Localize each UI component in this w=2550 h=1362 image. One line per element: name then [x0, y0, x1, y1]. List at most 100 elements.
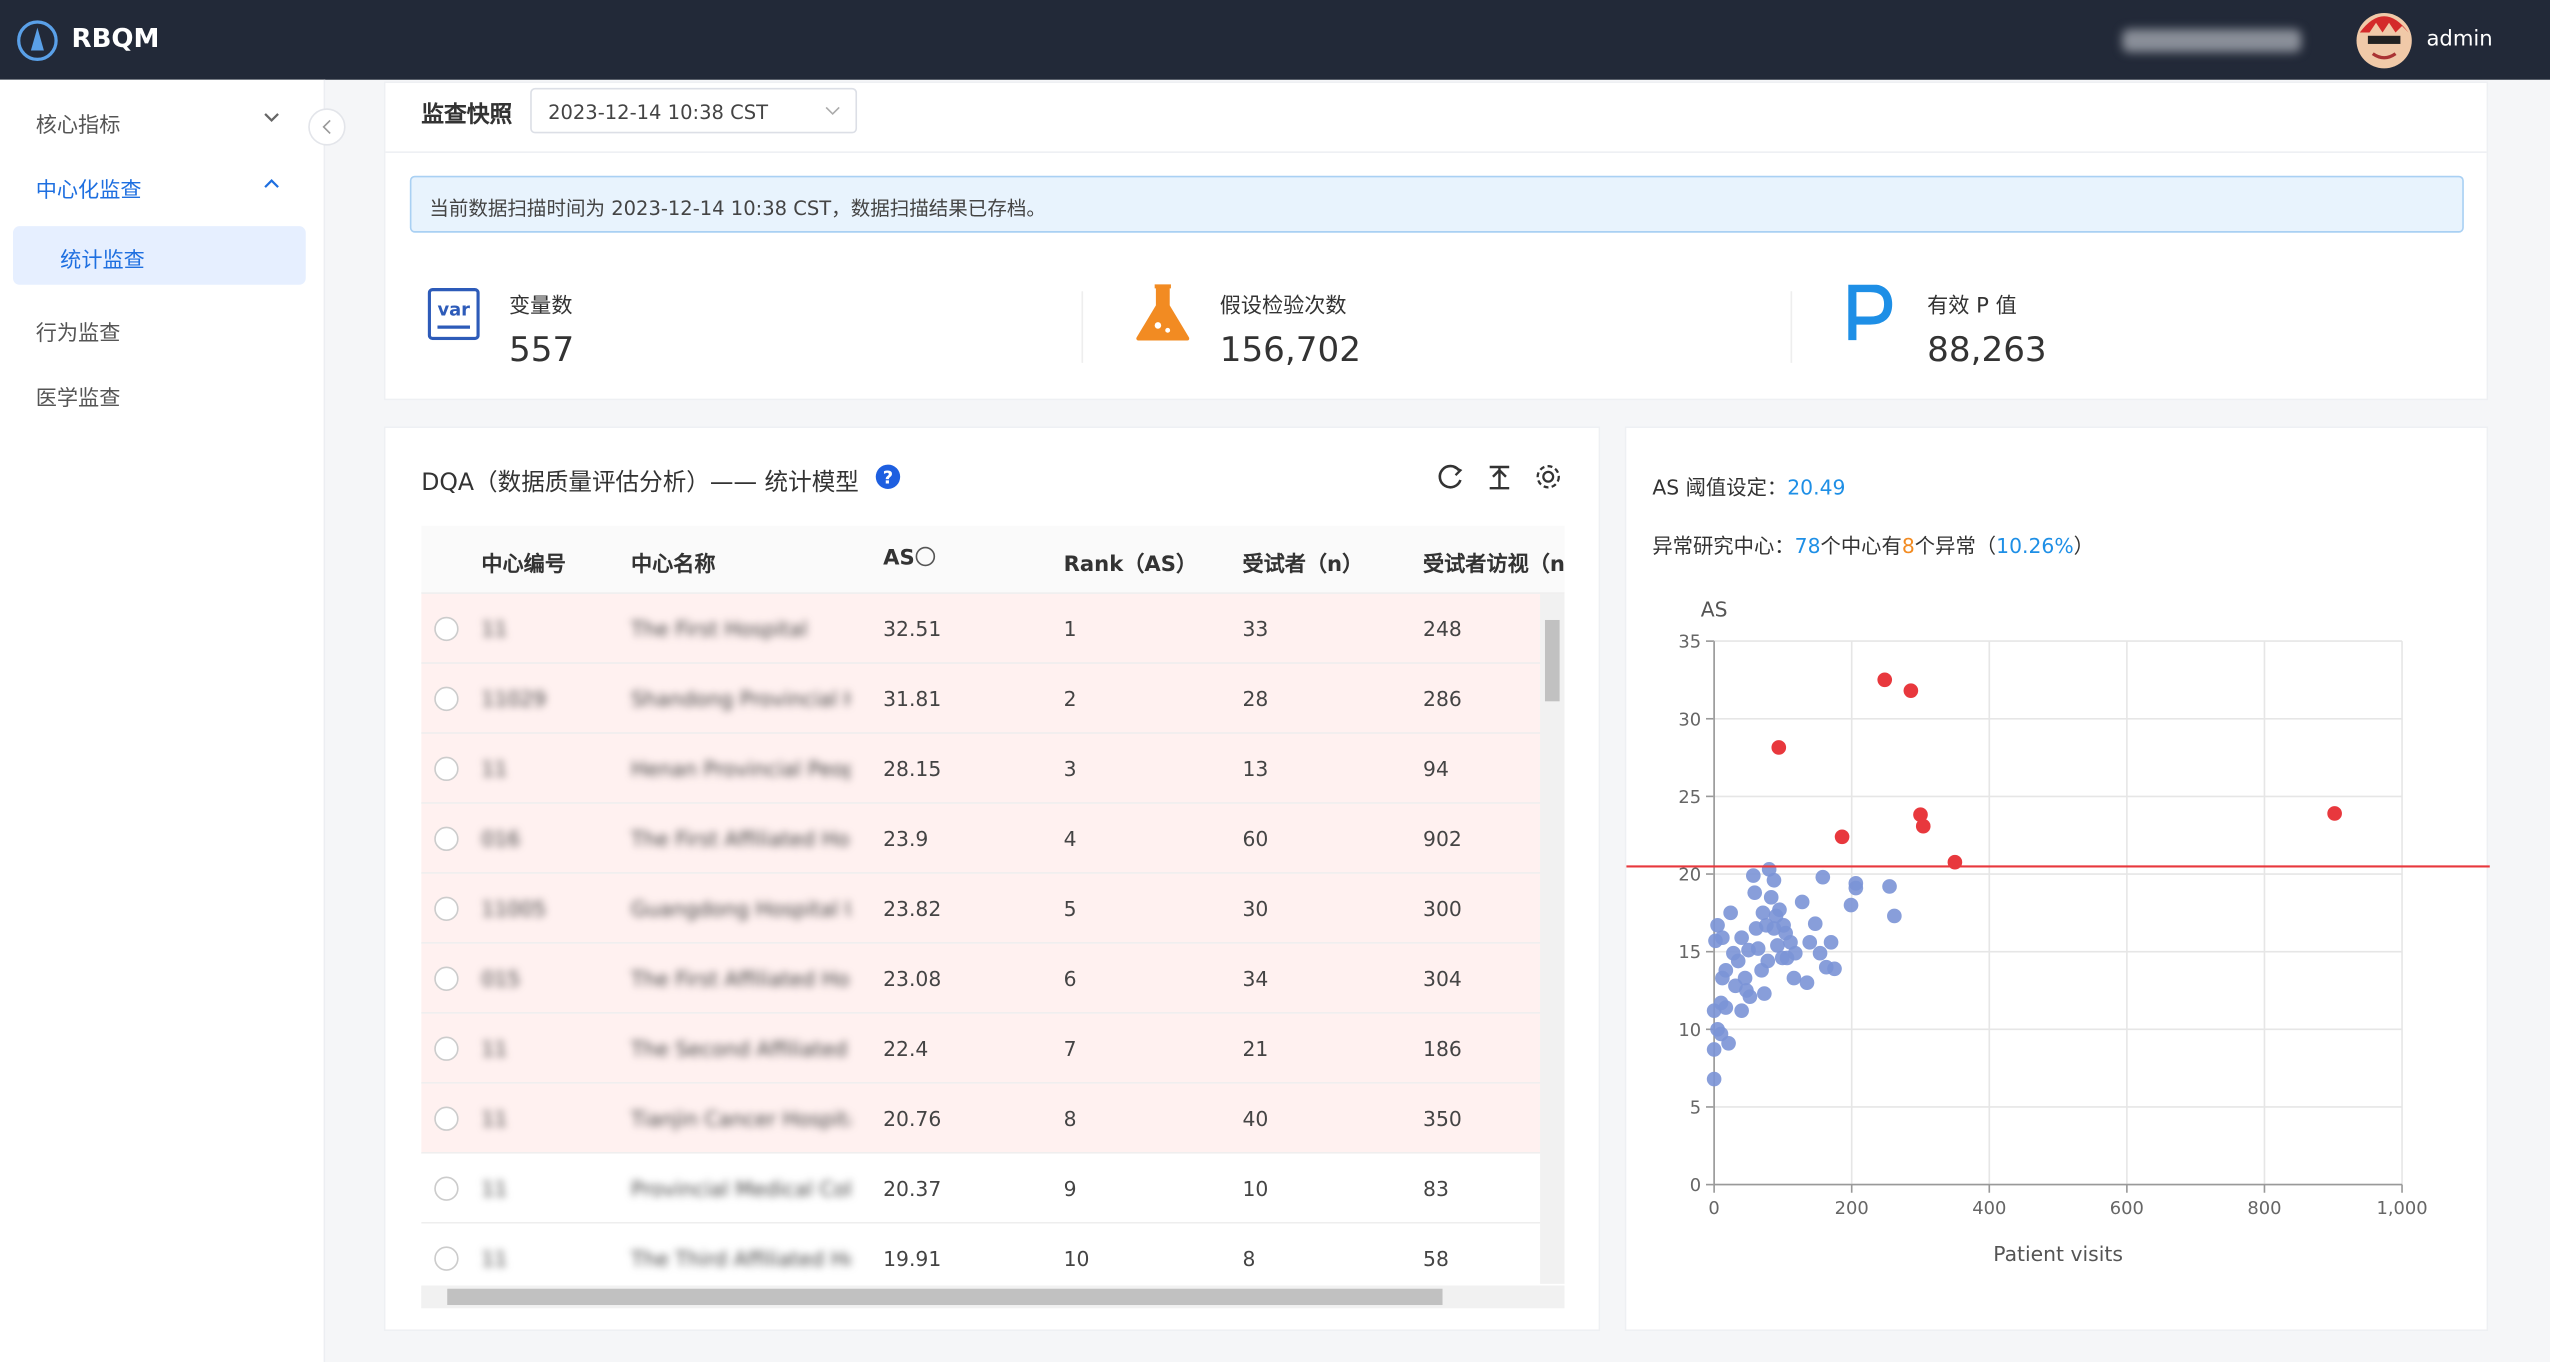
scatter-chart: 0 5 10 15 20 25 30 35 0 200 400 600 800 1,000 AS Patien…	[1626, 598, 2490, 1266]
stat-value: 156,702	[1219, 330, 1361, 370]
blurred-cell: Tianjin Cancer Hospital	[631, 1106, 851, 1131]
data-point	[1915, 818, 1931, 834]
table-row[interactable]	[421, 1013, 1565, 1084]
table-cell: 7	[1063, 1036, 1077, 1061]
row-checkbox[interactable]	[434, 1246, 459, 1271]
menu-item[interactable]: 行为监查	[35, 322, 121, 347]
menu-item[interactable]: 医学监查	[35, 387, 121, 412]
table-cell: 23.9	[883, 826, 929, 852]
data-point	[1747, 885, 1763, 900]
data-point	[1721, 1035, 1736, 1051]
row-checkbox[interactable]	[434, 896, 459, 921]
table-row[interactable]	[421, 1223, 1565, 1294]
table-row[interactable]	[421, 593, 1565, 664]
help-icon[interactable]: ?	[875, 464, 901, 490]
avatar[interactable]	[2353, 10, 2415, 72]
table-cell: 20.37	[883, 1176, 942, 1201]
y-tick-label: 20	[1678, 865, 1701, 886]
stat-label: 变量数	[509, 294, 573, 319]
table-cell: 83	[1423, 1176, 1449, 1201]
column-header: AS	[883, 546, 915, 572]
stat-value: 88,263	[1927, 330, 2047, 370]
table-cell: 1	[1063, 616, 1077, 642]
data-point	[1718, 1000, 1734, 1015]
row-checkbox[interactable]	[434, 1106, 459, 1131]
snapshot-select[interactable]: 2023-12-14 10:38 CST	[530, 87, 858, 134]
table-row[interactable]	[421, 1153, 1565, 1224]
table-row[interactable]	[421, 803, 1565, 874]
blurred-cell: Shandong Provincial Hosp	[631, 686, 851, 712]
table-cell: 6	[1063, 966, 1077, 991]
data-point	[1706, 1071, 1722, 1087]
data-point	[1770, 938, 1785, 953]
table-row[interactable]	[421, 1083, 1565, 1154]
table-header	[421, 525, 1565, 594]
collapse-button[interactable]	[307, 107, 346, 146]
table-cell: 32.51	[883, 616, 942, 642]
user-name[interactable]: admin	[2426, 27, 2493, 53]
chart-card: AS 阈值设定：20.49 异常研究中心：78个中心有8个异常（10.26%） …	[1624, 426, 2490, 1332]
row-checkbox[interactable]	[434, 1176, 459, 1201]
data-point	[1766, 872, 1782, 888]
table-row[interactable]	[421, 873, 1565, 944]
data-point	[1827, 961, 1842, 977]
table-card: DQA（数据质量评估分析）—— 统计模型 ? 中心编号 中心名称 AS Rank（AS…	[383, 426, 1601, 1332]
data-point	[1903, 683, 1919, 698]
notice: 当前数据扫描时间为 2023-12-14 10:38 CST，数据扫描结果已存档…	[409, 175, 2464, 233]
row-checkbox[interactable]	[434, 616, 459, 642]
table-cell: 248	[1423, 616, 1462, 642]
table-cell: 186	[1423, 1036, 1462, 1061]
x-tick-label: 1,000	[2376, 1198, 2427, 1219]
x-tick-label: 200	[1835, 1198, 1869, 1219]
table-cell: 19.91	[883, 1246, 942, 1271]
row-checkbox[interactable]	[434, 756, 459, 782]
y-tick-label: 25	[1678, 787, 1701, 808]
x-tick-label: 800	[2247, 1198, 2281, 1219]
row-checkbox[interactable]	[434, 1036, 459, 1061]
data-point	[1877, 672, 1893, 688]
data-point	[1734, 1003, 1749, 1019]
data-point	[1848, 880, 1864, 896]
table-row[interactable]	[421, 733, 1565, 804]
blurred-cell: The First Affiliated Hosp	[631, 966, 851, 991]
sidebar: 核心指标 中心化监查 统计监查 行为监查 医学监查	[0, 79, 326, 1362]
chevron-down	[264, 113, 279, 123]
svg-text:?: ?	[883, 467, 893, 488]
table-cell: 286	[1423, 686, 1462, 712]
table-cell: 22.4	[883, 1036, 929, 1061]
stat-label: 有效 P 值	[1927, 294, 2017, 319]
data-point	[1802, 935, 1818, 950]
menu-selected[interactable]	[13, 226, 306, 285]
column-header: 中心编号	[481, 553, 566, 578]
blurred-cell: The First Hospital	[631, 616, 808, 642]
table-row[interactable]	[421, 663, 1565, 734]
toolbar-icons[interactable]	[1436, 464, 1566, 493]
column-header: 受试者访视（n	[1423, 553, 1565, 578]
text: ）	[2073, 533, 2095, 559]
text: 异常研究中心：	[1652, 533, 1795, 559]
table-cell: 94	[1423, 756, 1449, 782]
row-checkbox[interactable]	[434, 826, 459, 852]
menu-item[interactable]: 中心化监查	[35, 178, 142, 204]
row-checkbox[interactable]	[434, 686, 459, 712]
blurred-account	[2122, 29, 2302, 53]
h-scrollbar[interactable]	[421, 1285, 1565, 1309]
y-tick-label: 35	[1678, 632, 1701, 653]
column-header: Rank（AS）	[1063, 553, 1198, 578]
menu-item[interactable]: 核心指标	[35, 113, 121, 139]
v-scrollbar[interactable]	[1540, 593, 1565, 1284]
table-cell: 9	[1063, 1176, 1077, 1201]
data-point	[1706, 1042, 1722, 1057]
data-point	[2327, 806, 2342, 821]
table-cell: 30	[1242, 896, 1269, 921]
top-bar: RBQM admin	[0, 0, 2550, 80]
blurred-cell: 11	[481, 1106, 508, 1131]
x-tick-label: 400	[1972, 1198, 2006, 1219]
row-checkbox[interactable]	[434, 966, 459, 991]
data-point	[1815, 869, 1831, 885]
menu-item[interactable]: 统计监查	[60, 248, 145, 274]
table-cell: 20.76	[883, 1106, 942, 1131]
data-point	[1710, 917, 1725, 933]
data-point	[1746, 868, 1761, 883]
table-row[interactable]	[421, 943, 1565, 1014]
